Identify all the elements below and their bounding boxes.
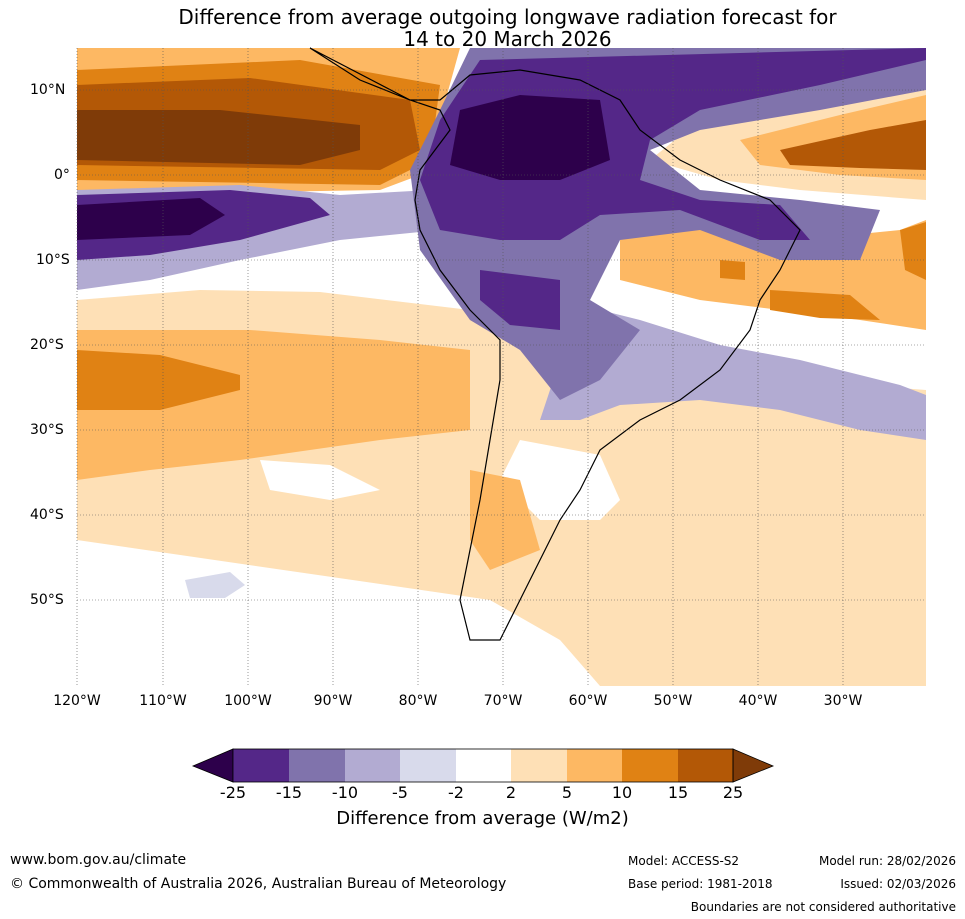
footer-base-period: Base period: 1981-2018 [628,877,773,891]
colorbar-tick: -25 [219,783,247,802]
lon-label: 110°W [139,693,187,709]
anomaly-light-purple-south-band [540,300,926,440]
lon-label: 80°W [398,693,438,709]
colorbar-swatch-8 [622,749,678,782]
anomaly-darkpurple-pacific [77,198,225,240]
graticule [76,48,926,686]
footer-model: Model: ACCESS-S2 [628,854,740,868]
lon-label: 120°W [53,693,101,709]
map-title-line-1: Difference from average outgoing longwav… [178,5,837,29]
lon-label: 90°W [313,693,353,709]
lat-label: 30°S [30,422,64,438]
colorbar-tick: 25 [722,783,744,802]
lon-label: 60°W [568,693,608,709]
anomaly-purple-amazon [420,48,926,240]
colorbar-frame [232,748,734,783]
footer-url[interactable]: www.bom.gov.au/climate [10,852,187,868]
colorbar-swatch-9 [678,749,733,782]
lat-label: 10°N [30,82,66,98]
colorbar-extend-max [732,748,775,783]
colorbar-swatch-7 [567,749,622,782]
map-title-line-2: 14 to 20 March 2026 [403,27,612,51]
colorbar-tick: -5 [392,783,408,802]
anomaly-dark-orange-atlantic [720,222,926,320]
anomaly-darkbrown-north-pacific [77,110,360,165]
lat-label: 0° [54,167,70,183]
colorbar-swatch-2 [289,749,345,782]
lat-label: 20°S [30,337,64,353]
footer-copyright: © Commonwealth of Australia 2026, Austra… [10,876,507,892]
colorbar-swatch-6 [511,749,567,782]
colorbar-tick: -10 [331,783,359,802]
anomaly-purple-bolivia [480,270,560,330]
colorbar-label: Difference from average (W/m2) [336,808,629,829]
anomaly-white-argentina [500,440,620,520]
colorbar-tick: 10 [611,783,633,802]
anomaly-dark-orange-southeast-pacific [77,350,240,410]
colorbar-swatch-1 [233,749,289,782]
anomaly-orange-chile [470,470,540,570]
anomaly-field [77,48,926,686]
colorbar-tick: 2 [505,783,517,802]
footer-model-run: Model run: 28/02/2026 [818,854,956,868]
colorbar [191,748,775,783]
footer-issued: Issued: 02/03/2026 [840,877,956,891]
colorbar-swatch-5 [456,749,511,782]
anomaly-pale-purple-patch [185,572,245,598]
anomaly-darkpurple-amazon [450,95,610,180]
lat-label: 10°S [36,252,70,268]
footer-disclaimer: Boundaries are not considered authoritat… [690,900,956,914]
colorbar-swatch-3 [345,749,400,782]
lat-label: 40°S [30,507,64,523]
lon-label: 100°W [224,693,272,709]
lon-label: 40°W [738,693,778,709]
coastline-south-america [309,47,801,641]
colorbar-swatch-4 [400,749,456,782]
colorbar-tick: -2 [448,783,464,802]
colorbar-tick: 5 [561,783,573,802]
colorbar-extend-min [191,748,234,783]
colorbar-tick: -15 [275,783,303,802]
anomaly-brown-north-atlantic [780,120,926,170]
lon-label: 30°W [823,693,863,709]
lon-label: 70°W [483,693,523,709]
anomaly-white-patch [260,460,380,500]
colorbar-tick: 15 [667,783,689,802]
lon-label: 50°W [653,693,693,709]
lat-label: 50°S [30,592,64,608]
